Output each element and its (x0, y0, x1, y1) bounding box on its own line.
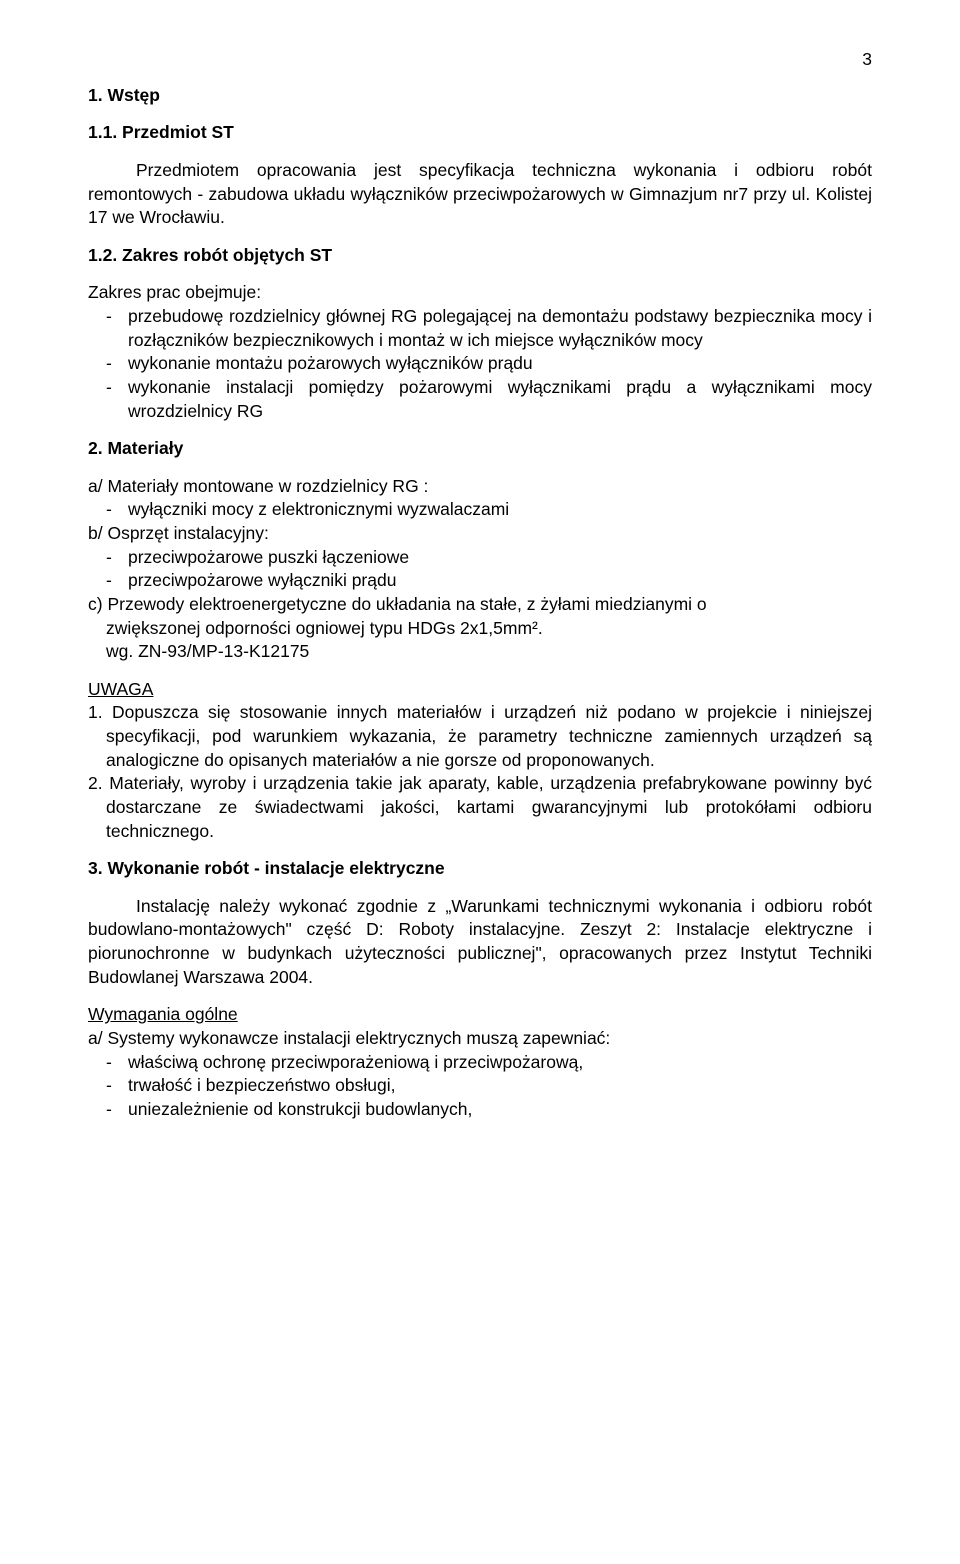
list-item: - trwałość i bezpieczeństwo obsługi, (88, 1074, 872, 1098)
bullet-icon: - (88, 569, 128, 593)
wymagania-intro: a/ Systemy wykonawcze instalacji elektry… (88, 1027, 872, 1051)
bullet-icon: - (88, 498, 128, 522)
intro-1-2: Zakres prac obejmuje: (88, 281, 872, 305)
bullet-icon: - (88, 352, 128, 376)
list-item: - przeciwpożarowe wyłączniki prądu (88, 569, 872, 593)
bullet-icon: - (88, 1074, 128, 1098)
list-item: - wyłączniki mocy z elektronicznymi wyzw… (88, 498, 872, 522)
list-text: przeciwpożarowe wyłączniki prądu (128, 569, 872, 593)
uwaga-1: 1. Dopuszcza się stosowanie innych mater… (88, 701, 872, 772)
uwaga-label: UWAGA (88, 678, 872, 702)
list-item: - wykonanie montażu pożarowych wyłącznik… (88, 352, 872, 376)
bullet-icon: - (88, 546, 128, 570)
text-2c-line2: zwiększonej odporności ogniowej typu HDG… (88, 617, 872, 641)
uwaga-2: 2. Materiały, wyroby i urządzenia takie … (88, 772, 872, 843)
list-1-2: - przebudowę rozdzielnicy głównej RG pol… (88, 305, 872, 423)
list-text: uniezależnienie od konstrukcji budowlany… (128, 1098, 872, 1122)
page-number: 3 (88, 48, 872, 72)
bullet-icon: - (88, 305, 128, 352)
heading-1-2: 1.2. Zakres robót objętych ST (88, 244, 872, 268)
list-text: wykonanie instalacji pomiędzy pożarowymi… (128, 376, 872, 423)
list-text: przeciwpożarowe puszki łączeniowe (128, 546, 872, 570)
list-item: - przeciwpożarowe puszki łączeniowe (88, 546, 872, 570)
list-text: wykonanie montażu pożarowych wyłączników… (128, 352, 872, 376)
list-item: - właściwą ochronę przeciwporażeniową i … (88, 1051, 872, 1075)
bullet-icon: - (88, 1098, 128, 1122)
list-text: wyłączniki mocy z elektronicznymi wyzwal… (128, 498, 872, 522)
heading-2-materialy: 2. Materiały (88, 437, 872, 461)
label-2a: a/ Materiały montowane w rozdzielnicy RG… (88, 475, 872, 499)
list-item: - wykonanie instalacji pomiędzy pożarowy… (88, 376, 872, 423)
bullet-icon: - (88, 1051, 128, 1075)
list-item: - przebudowę rozdzielnicy głównej RG pol… (88, 305, 872, 352)
list-item: - uniezależnienie od konstrukcji budowla… (88, 1098, 872, 1122)
heading-1-wstep: 1. Wstęp (88, 84, 872, 108)
text-2c-line3: wg. ZN-93/MP-13-K12175 (88, 640, 872, 664)
heading-1-1: 1.1. Przedmiot ST (88, 121, 872, 145)
wymagania-label: Wymagania ogólne (88, 1003, 872, 1027)
wymagania-list: - właściwą ochronę przeciwporażeniową i … (88, 1051, 872, 1122)
paragraph-1-1-body: Przedmiotem opracowania jest specyfikacj… (88, 159, 872, 230)
label-2b: b/ Osprzęt instalacyjny: (88, 522, 872, 546)
heading-3: 3. Wykonanie robót - instalacje elektryc… (88, 857, 872, 881)
list-text: przebudowę rozdzielnicy głównej RG poleg… (128, 305, 872, 352)
paragraph-3-body: Instalację należy wykonać zgodnie z „War… (88, 895, 872, 990)
list-text: trwałość i bezpieczeństwo obsługi, (128, 1074, 872, 1098)
list-text: właściwą ochronę przeciwporażeniową i pr… (128, 1051, 872, 1075)
bullet-icon: - (88, 376, 128, 423)
text-2c-line1: c) Przewody elektroenergetyczne do układ… (88, 593, 872, 617)
